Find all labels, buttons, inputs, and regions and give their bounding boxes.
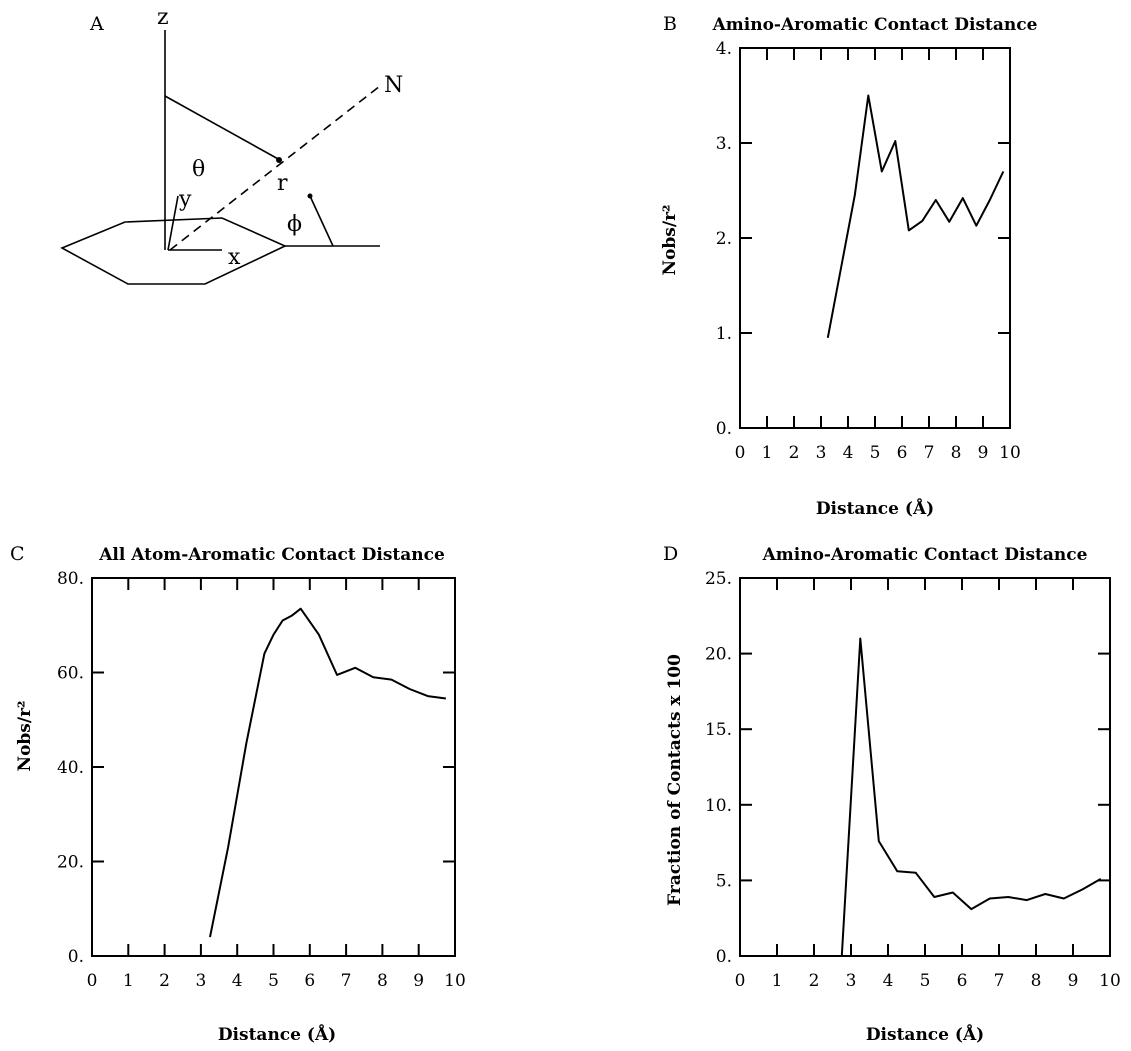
panel-a-diagram: A z x y N θ r ϕ [60,5,403,285]
panel-b-ylabel: Nobs/r² [660,205,680,276]
panel-d-xtick-label: 0 [735,971,746,991]
panel-d-xtick-label: 10 [1099,971,1121,991]
panel-c-xtick-label: 2 [159,971,170,991]
panel-b-frame [739,47,1011,429]
panel-d-ytick-label: 10. [705,796,732,816]
panel-d-ytick-label: 20. [705,645,732,665]
panel-d-xtick-label: 2 [809,971,820,991]
panel-b-series-line [826,94,1005,338]
y-axis-line [167,195,179,251]
panel-c-xtick-label: 1 [123,971,134,991]
panel-d-title: Amino-Aromatic Contact Distance [762,545,1088,565]
panel-b-xtick-label: 0 [735,443,746,463]
r-point [276,157,282,163]
panel-d-ytick-label: 25. [705,569,732,589]
panel-c-xlabel: Distance (Å) [218,1023,336,1045]
phi-point [307,193,313,199]
n-label: N [384,73,403,98]
panel-d-series-line [840,637,1102,957]
panel-d-xtick-label: 5 [920,971,931,991]
panel-d-xtick-label: 3 [846,971,857,991]
panel-b-ytick-label: 2. [716,229,732,249]
panel-c-xtick-label: 5 [268,971,279,991]
panel-b-xtick-label: 8 [951,443,962,463]
z-axis-label: z [157,5,169,30]
panel-c-xtick-label: 8 [377,971,388,991]
x-axis-label: x [228,245,241,270]
panel-c-xtick-label: 9 [413,971,424,991]
panel-b-xlabel: Distance (Å) [816,497,934,519]
panel-b-xtick-label: 10 [999,443,1021,463]
panel-b-xtick-label: 1 [762,443,773,463]
panel-b-title: Amino-Aromatic Contact Distance [712,15,1038,35]
aromatic-ring [60,217,287,285]
panel-c-series-line [209,607,447,938]
panel-c-label: C [10,543,25,565]
panel-d-xtick-label: 6 [957,971,968,991]
panel-d-xtick-label: 1 [772,971,783,991]
panel-c-ytick-label: 0. [68,947,84,967]
panel-c-xtick-label: 3 [195,971,206,991]
phi-symbol: ϕ [287,212,302,237]
panel-b-xtick-label: 5 [870,443,881,463]
panel-c-xtick-label: 6 [304,971,315,991]
panel-b-ytick-label: 1. [716,324,732,344]
panel-c-ytick-label: 40. [57,758,84,778]
panel-c-xtick-label: 4 [232,971,243,991]
y-axis-label: y [178,187,192,212]
panel-d-xlabel: Distance (Å) [866,1023,984,1045]
panel-b-xtick-label: 9 [978,443,989,463]
panel-c-xtick-label: 10 [444,971,466,991]
panel-c-xtick-label: 0 [87,971,98,991]
panel-d-xtick-label: 9 [1068,971,1079,991]
panel-d-xtick-label: 4 [883,971,894,991]
phi-segment [309,195,334,247]
panel-d-frame [739,577,1111,957]
panel-c-chart: C All Atom-Aromatic Contact Distance Dis… [10,543,466,1045]
panel-b-ytick-label: 0. [716,419,732,439]
panel-d-chart: D Amino-Aromatic Contact Distance Distan… [663,543,1121,1045]
panel-d-xtick-label: 7 [994,971,1005,991]
r-label: r [277,171,288,196]
panel-d-ytick-label: 0. [716,947,732,967]
panel-c-ylabel: Nobs/r² [15,701,35,772]
panel-d-ytick-label: 5. [716,871,732,891]
panel-b-ytick-label: 4. [716,39,732,59]
panel-c-xtick-label: 7 [341,971,352,991]
theta-symbol: θ [192,157,205,182]
panel-b-xtick-label: 3 [816,443,827,463]
panel-b-xtick-label: 4 [843,443,854,463]
panel-b-label: B [663,13,677,35]
panel-c-ytick-label: 20. [57,853,84,873]
panel-c-title: All Atom-Aromatic Contact Distance [98,545,445,565]
panel-c-ytick-label: 60. [57,664,84,684]
panel-d-xtick-label: 8 [1031,971,1042,991]
panel-b-xtick-label: 6 [897,443,908,463]
panel-a-label: A [89,13,104,35]
panel-d-ylabel: Fraction of Contacts x 100 [665,654,685,906]
panel-b-xtick-label: 2 [789,443,800,463]
panel-b-ytick-label: 3. [716,134,732,154]
panel-d-label: D [663,543,678,565]
panel-d-ytick-label: 15. [705,720,732,740]
panel-c-ytick-label: 80. [57,569,84,589]
r-segment [164,95,281,161]
panel-b-xtick-label: 7 [924,443,935,463]
panel-b-chart: B Amino-Aromatic Contact Distance Distan… [660,13,1038,519]
